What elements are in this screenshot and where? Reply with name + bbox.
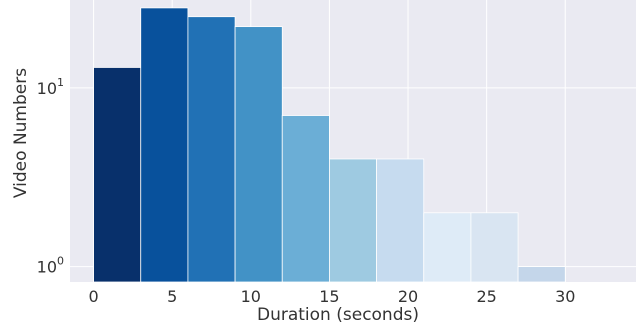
x-tick-label: 15 bbox=[319, 287, 339, 306]
y-axis-ticks: 100 101 bbox=[37, 76, 64, 277]
x-tick-label: 30 bbox=[555, 287, 575, 306]
histogram-bar bbox=[281, 115, 330, 283]
x-tick-label: 20 bbox=[398, 287, 418, 306]
histogram-bar bbox=[517, 266, 566, 283]
histogram-bar bbox=[234, 26, 283, 283]
histogram-bars bbox=[93, 7, 566, 283]
x-axis-ticks: 0 5 10 15 20 25 30 bbox=[88, 287, 575, 306]
x-tick-label: 25 bbox=[476, 287, 496, 306]
y-tick-label: 101 bbox=[37, 76, 64, 98]
histogram-bar bbox=[329, 158, 377, 283]
x-tick-label: 10 bbox=[241, 287, 261, 306]
y-tick-label: 100 bbox=[37, 255, 64, 277]
y-axis-label: Video Numbers bbox=[11, 68, 31, 198]
histogram-bar bbox=[423, 212, 472, 283]
histogram-bar bbox=[470, 212, 519, 283]
histogram-bar bbox=[376, 158, 425, 283]
histogram-bar bbox=[187, 16, 236, 283]
x-axis-label: Duration (seconds) bbox=[257, 305, 419, 325]
histogram-bar bbox=[93, 67, 142, 283]
x-tick-label: 0 bbox=[88, 287, 98, 306]
x-tick-label: 5 bbox=[167, 287, 177, 306]
histogram-bar bbox=[140, 7, 189, 283]
